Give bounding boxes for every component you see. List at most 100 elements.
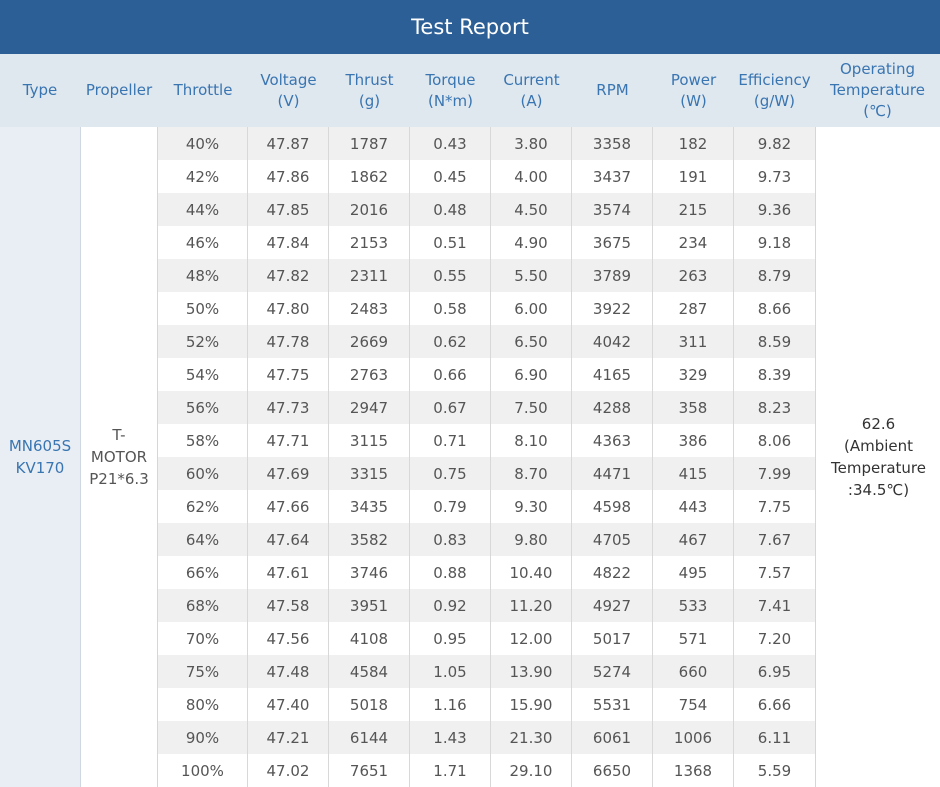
header-power: Power (W) [653, 54, 734, 127]
cell-efficiency: 6.11 [757, 728, 792, 747]
cell-voltage: 47.84 [248, 226, 329, 259]
cell-current: 7.50 [491, 391, 572, 424]
cell-throttle: 56% [158, 391, 248, 424]
header-rpm: RPM [572, 54, 653, 127]
cell-power: 191 [653, 160, 734, 193]
cell-efficiency: 8.23 [757, 398, 792, 417]
cell-thrust: 2947 [329, 391, 410, 424]
table-row: 90% 47.21 6144 1.43 21.30 6061 1006 6.11 [158, 721, 815, 754]
cell-rpm: 5017 [572, 622, 653, 655]
cell-power: 754 [653, 688, 734, 721]
cell-voltage: 47.78 [248, 325, 329, 358]
cell-current: 12.00 [491, 622, 572, 655]
cell-efficiency: 6.95 [757, 662, 792, 681]
cell-voltage: 47.48 [248, 655, 329, 688]
text-line: (N*m) [427, 91, 474, 110]
propeller-cell: T- MOTOR P21*6.3 [81, 127, 158, 787]
cell-thrust: 3115 [329, 424, 410, 457]
cell-efficiency: 7.99 [757, 464, 792, 483]
cell-torque: 0.48 [410, 193, 491, 226]
cell-current: 11.20 [491, 589, 572, 622]
cell-torque: 0.67 [410, 391, 491, 424]
cell-power: 386 [653, 424, 734, 457]
cell-rpm: 3789 [572, 259, 653, 292]
cell-voltage: 47.02 [248, 754, 329, 787]
header-current: Current (A) [491, 54, 572, 127]
cell-voltage: 47.71 [248, 424, 329, 457]
table-row: 40% 47.87 1787 0.43 3.80 3358 182 9.82 [158, 127, 815, 160]
cell-efficiency: 8.06 [757, 431, 792, 450]
text-line: Throttle [173, 81, 233, 99]
cell-torque: 1.71 [410, 754, 491, 787]
cell-voltage: 47.58 [248, 589, 329, 622]
table-row: 70% 47.56 4108 0.95 12.00 5017 571 7.20 [158, 622, 815, 655]
cell-rpm: 3675 [572, 226, 653, 259]
cell-rpm: 6061 [572, 721, 653, 754]
text-line: (Ambient [843, 437, 914, 455]
cell-torque: 0.55 [410, 259, 491, 292]
text-line: (g/W) [753, 91, 796, 110]
table-row: 48% 47.82 2311 0.55 5.50 3789 263 8.79 [158, 259, 815, 292]
table-row: 60% 47.69 3315 0.75 8.70 4471 415 7.99 [158, 457, 815, 490]
report-title: Test Report [0, 0, 940, 54]
cell-voltage: 47.87 [248, 127, 329, 160]
text-line: (℃) [863, 102, 892, 120]
cell-thrust: 1787 [329, 127, 410, 160]
cell-current: 6.00 [491, 292, 572, 325]
table-row: 68% 47.58 3951 0.92 11.20 4927 533 7.41 [158, 589, 815, 622]
cell-torque: 0.79 [410, 490, 491, 523]
text-line: (V) [277, 91, 300, 110]
text-line: Current [503, 70, 560, 89]
cell-throttle: 60% [158, 457, 248, 490]
cell-power: 495 [653, 556, 734, 589]
cell-rpm: 5274 [572, 655, 653, 688]
text-line: Propeller [85, 81, 153, 99]
cell-torque: 0.83 [410, 523, 491, 556]
cell-torque: 0.71 [410, 424, 491, 457]
cell-throttle: 42% [158, 160, 248, 193]
cell-efficiency: 8.39 [757, 365, 792, 384]
cell-throttle: 68% [158, 589, 248, 622]
cell-throttle: 75% [158, 655, 248, 688]
cell-current: 6.90 [491, 358, 572, 391]
cell-voltage: 47.66 [248, 490, 329, 523]
cell-thrust: 7651 [329, 754, 410, 787]
cell-throttle: 66% [158, 556, 248, 589]
text-line: T- [112, 426, 126, 444]
cell-rpm: 3574 [572, 193, 653, 226]
type-cell: MN605S KV170 [0, 127, 81, 787]
text-line: (W) [680, 91, 707, 110]
text-line: :34.5℃) [847, 481, 910, 499]
text-line: (A) [520, 91, 543, 110]
cell-rpm: 3358 [572, 127, 653, 160]
cell-efficiency: 6.66 [757, 695, 792, 714]
cell-torque: 0.75 [410, 457, 491, 490]
cell-throttle: 80% [158, 688, 248, 721]
cell-torque: 0.45 [410, 160, 491, 193]
table-row: 64% 47.64 3582 0.83 9.80 4705 467 7.67 [158, 523, 815, 556]
cell-throttle: 46% [158, 226, 248, 259]
header-operating-temperature: Operating Temperature (℃) [815, 54, 940, 127]
cell-thrust: 5018 [329, 688, 410, 721]
cell-voltage: 47.86 [248, 160, 329, 193]
cell-power: 234 [653, 226, 734, 259]
temperature-cell: 62.6 (Ambient Temperature:34.5℃) [815, 127, 940, 787]
cell-efficiency: 7.67 [757, 530, 792, 549]
table-row: 58% 47.71 3115 0.71 8.10 4363 386 8.06 [158, 424, 815, 457]
text-line: Thrust [345, 70, 394, 89]
cell-torque: 1.43 [410, 721, 491, 754]
cell-torque: 0.88 [410, 556, 491, 589]
cell-current: 5.50 [491, 259, 572, 292]
cell-throttle: 54% [158, 358, 248, 391]
cell-power: 215 [653, 193, 734, 226]
cell-power: 533 [653, 589, 734, 622]
text-line: (g) [358, 91, 381, 110]
cell-voltage: 47.56 [248, 622, 329, 655]
cell-current: 4.50 [491, 193, 572, 226]
table-rows: 40% 47.87 1787 0.43 3.80 3358 182 9.82 42% 47.86 1… [158, 127, 815, 787]
cell-torque: 0.95 [410, 622, 491, 655]
cell-throttle: 70% [158, 622, 248, 655]
text-line: Torque [425, 70, 476, 89]
text-line: Voltage [260, 70, 317, 89]
cell-thrust: 3582 [329, 523, 410, 556]
